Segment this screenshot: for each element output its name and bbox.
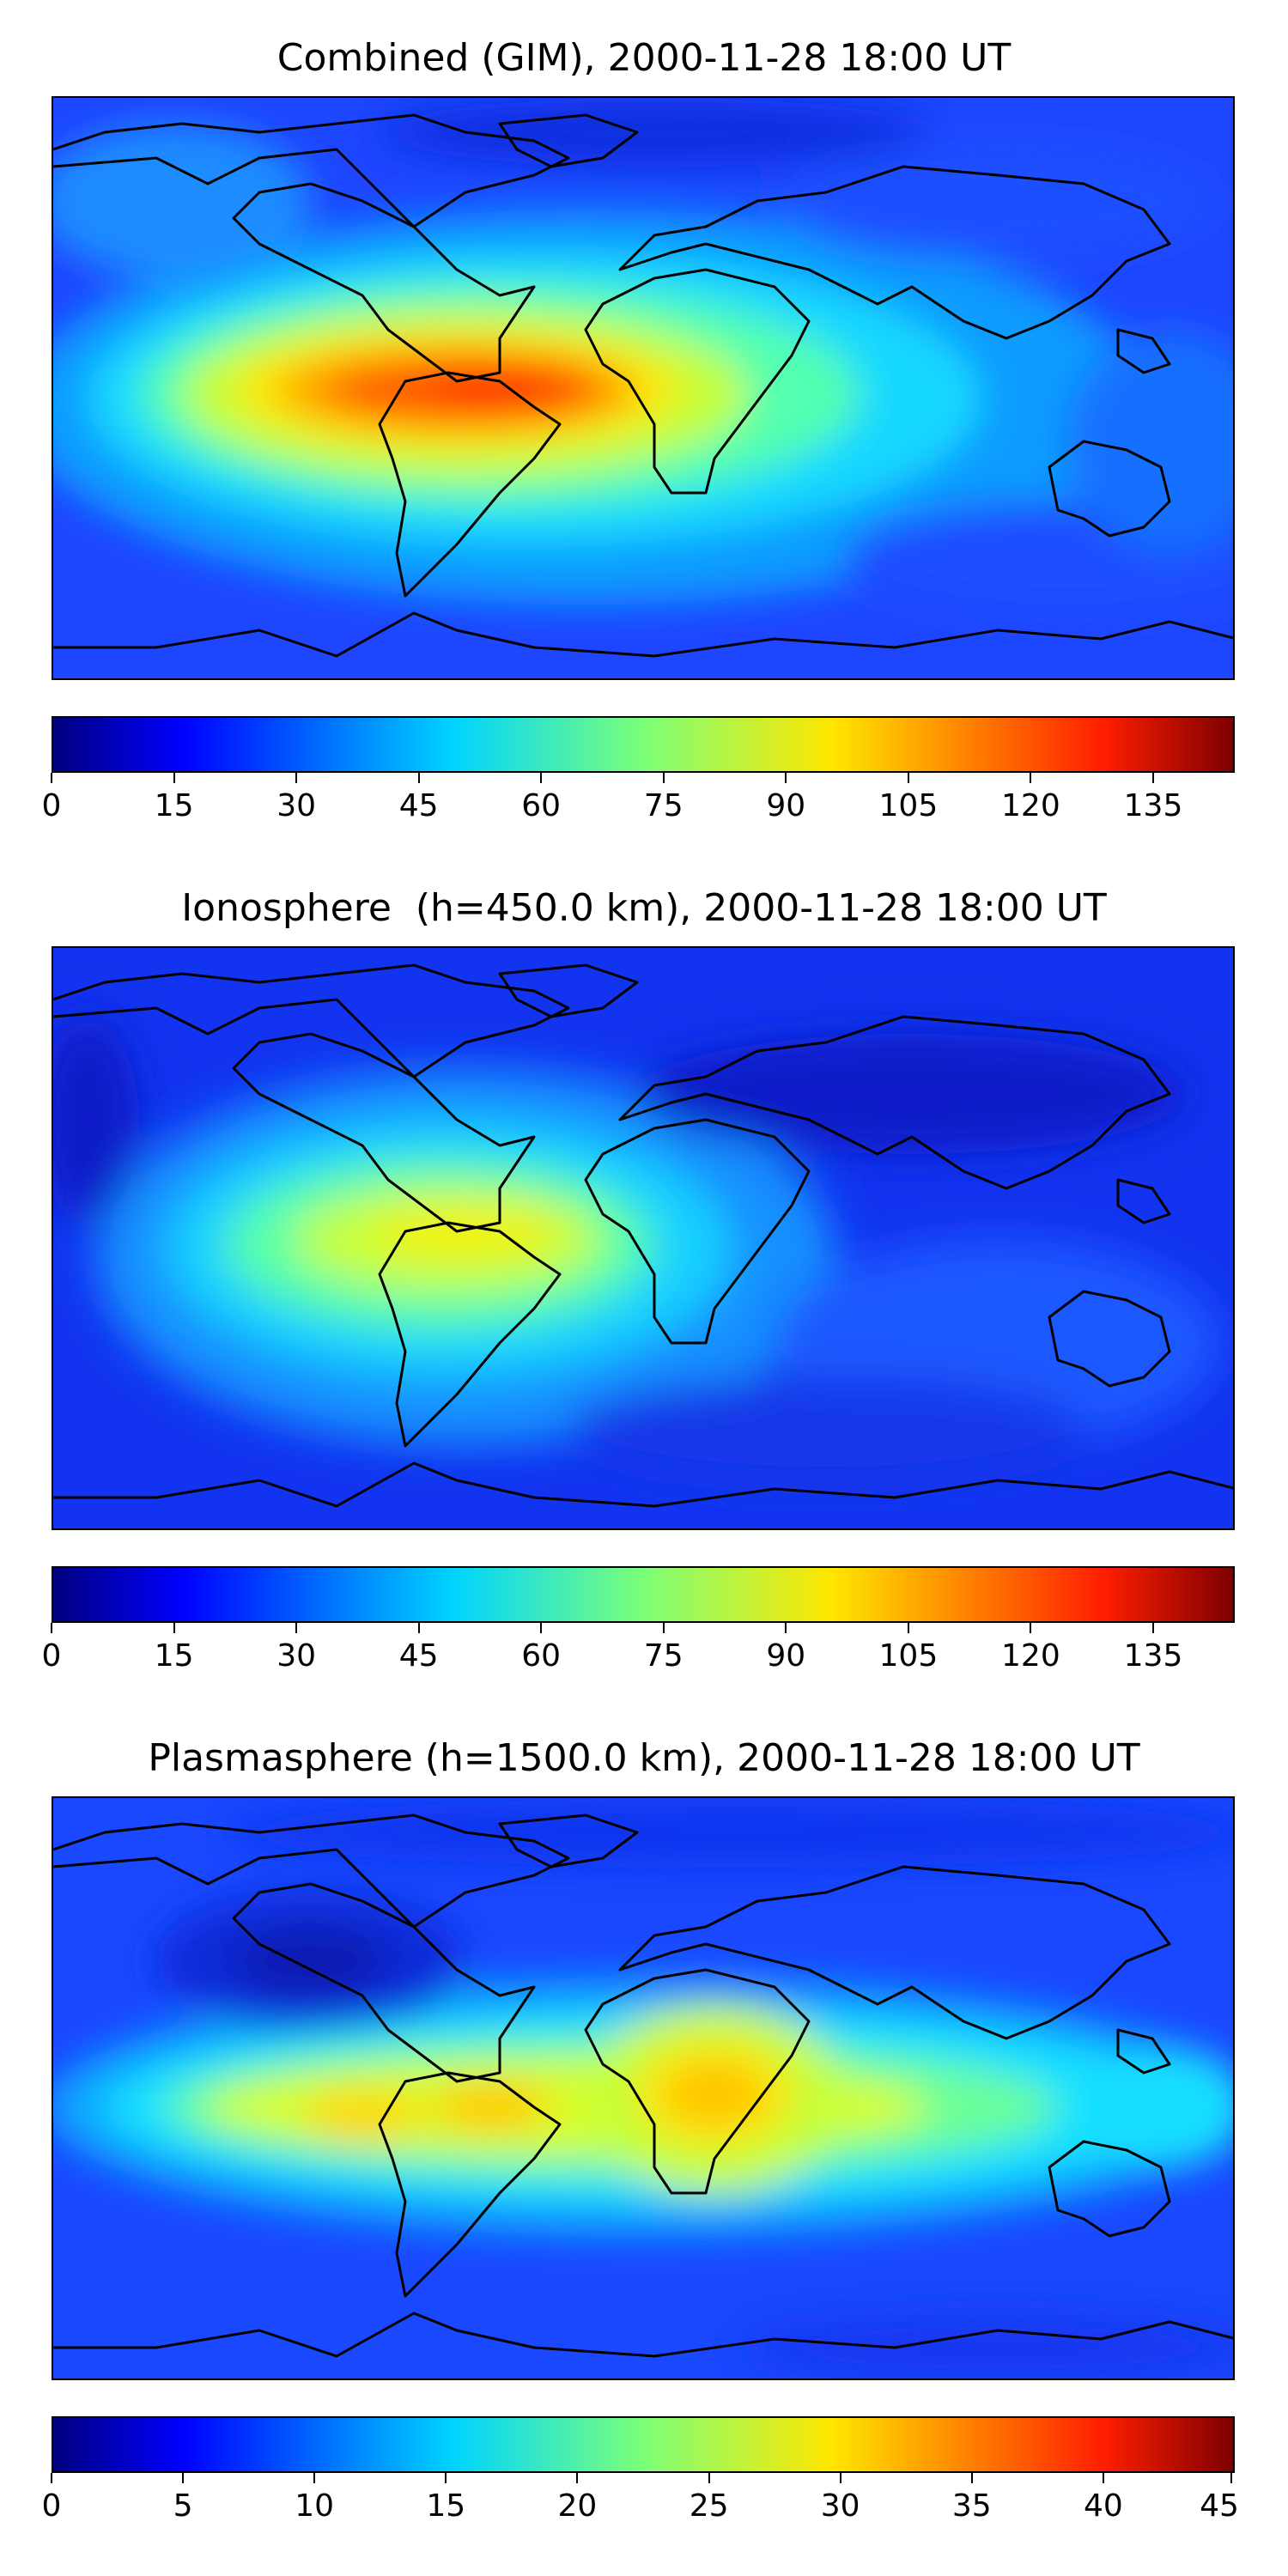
tick-label: 25 (689, 2488, 729, 2524)
tick-mark (785, 1623, 787, 1633)
tick-label: 75 (643, 1638, 683, 1674)
tick-label: 0 (41, 1638, 62, 1674)
map-title: Plasmasphere (h=1500.0 km), 2000-11-28 1… (148, 1736, 1140, 1780)
colorbar-gradient (53, 718, 1233, 771)
tick-mark (907, 1623, 909, 1633)
colorbar-ticks: 0 5 10 15 20 25 30 35 40 45 (42, 2473, 1239, 2524)
tick-label: 120 (1001, 788, 1060, 823)
map-combined (52, 96, 1235, 680)
tick-label: 90 (766, 788, 806, 823)
tick-label: 0 (41, 2488, 62, 2524)
tick-mark (182, 2473, 185, 2483)
map-title: Combined (GIM), 2000-11-28 18:00 UT (276, 36, 1012, 80)
tick-label: 35 (951, 2488, 992, 2524)
tick-mark (1152, 773, 1154, 783)
tick-label: 90 (766, 1638, 806, 1674)
tick-label: 60 (521, 1638, 562, 1674)
tick-mark (785, 773, 787, 783)
tick-mark (51, 2473, 52, 2483)
tick-mark (1030, 1623, 1032, 1633)
map-ionosphere (52, 946, 1235, 1530)
tick-label: 40 (1083, 2488, 1123, 2524)
tick-label: 15 (154, 1638, 194, 1674)
tick-label: 60 (521, 788, 562, 823)
tick-label: 15 (426, 2488, 466, 2524)
tick-label: 135 (1123, 788, 1183, 823)
tick-label: 135 (1123, 1638, 1183, 1674)
tick-mark (540, 1623, 543, 1633)
tick-mark (1102, 2473, 1104, 2483)
tick-label: 15 (154, 788, 194, 823)
tick-label: 20 (557, 2488, 598, 2524)
tick-label: 45 (398, 788, 439, 823)
tick-mark (839, 2473, 841, 2483)
tick-mark (576, 2473, 579, 2483)
tick-label: 45 (398, 1638, 439, 1674)
tick-label: 5 (173, 2488, 193, 2524)
tick-mark (445, 2473, 447, 2483)
tick-label: 105 (878, 1638, 939, 1674)
colorbar-combined (52, 716, 1235, 773)
tick-mark (708, 2473, 710, 2483)
tick-label: 120 (1001, 1638, 1060, 1674)
colorbar-gradient (53, 2418, 1233, 2471)
tick-label: 30 (276, 1638, 316, 1674)
colorbar-ionosphere (52, 1566, 1235, 1623)
tick-mark (540, 773, 543, 783)
tick-mark (907, 773, 909, 783)
tick-mark (417, 1623, 420, 1633)
tick-mark (51, 773, 52, 783)
tick-mark (173, 1623, 175, 1633)
colorbar-gradient (53, 1568, 1233, 1621)
map-title: Ionosphere (h=450.0 km), 2000-11-28 18:0… (181, 886, 1107, 930)
tick-mark (51, 1623, 52, 1633)
map-plasmasphere (52, 1796, 1235, 2380)
tick-label: 45 (1200, 2488, 1239, 2524)
colorbar-ticks: 0 15 30 45 60 75 90 105 120 135 (42, 773, 1235, 824)
tick-mark (313, 2473, 316, 2483)
tick-mark (417, 773, 420, 783)
tick-label: 10 (295, 2488, 335, 2524)
tick-mark (970, 2473, 973, 2483)
tick-mark (662, 773, 665, 783)
tick-label: 105 (878, 788, 939, 823)
tick-label: 30 (820, 2488, 860, 2524)
tick-mark (295, 773, 298, 783)
colorbar-ticks: 0 15 30 45 60 75 90 105 120 135 (42, 1623, 1235, 1674)
tick-mark (1230, 2473, 1232, 2483)
tick-label: 30 (276, 788, 316, 823)
tick-label: 0 (41, 788, 62, 823)
map-canvas-combined (53, 98, 1233, 678)
tick-mark (1152, 1623, 1154, 1633)
map-canvas-plasmasphere (53, 1798, 1233, 2379)
map-canvas-ionosphere (53, 948, 1233, 1528)
tick-mark (295, 1623, 298, 1633)
tick-mark (173, 773, 175, 783)
tick-mark (1030, 773, 1032, 783)
tick-mark (662, 1623, 665, 1633)
colorbar-plasmasphere (52, 2416, 1235, 2473)
tick-label: 75 (643, 788, 683, 823)
